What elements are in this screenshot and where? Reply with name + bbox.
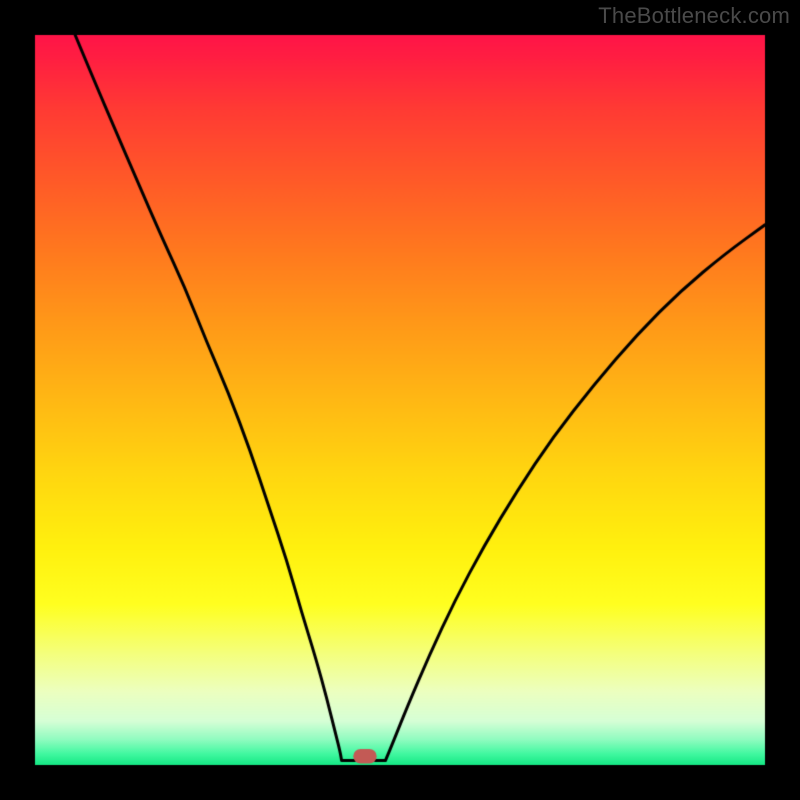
bottleneck-gradient-chart — [0, 0, 800, 800]
watermark-text: TheBottleneck.com — [598, 3, 790, 29]
